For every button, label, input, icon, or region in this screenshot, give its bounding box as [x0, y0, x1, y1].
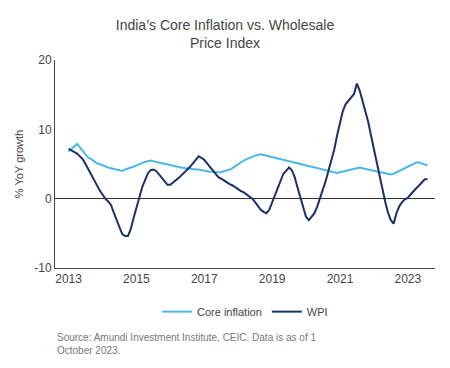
svg-text:2021: 2021 — [327, 272, 354, 286]
svg-text:10: 10 — [38, 123, 52, 137]
svg-text:2023: 2023 — [395, 272, 422, 286]
svg-text:-10: -10 — [34, 261, 52, 275]
svg-text:% YoY growth: % YoY growth — [13, 130, 25, 198]
svg-text:WPI: WPI — [307, 306, 328, 318]
svg-text:2019: 2019 — [259, 272, 286, 286]
svg-text:Source: Amundi Investment Inst: Source: Amundi Investment Institute, CEI… — [57, 332, 316, 356]
svg-text:Core inflation: Core inflation — [197, 306, 262, 318]
svg-text:India’s Core Inflation vs. Who: India’s Core Inflation vs. WholesalePric… — [116, 17, 335, 51]
svg-text:20: 20 — [38, 53, 52, 67]
svg-text:0: 0 — [45, 192, 52, 206]
svg-text:2017: 2017 — [191, 272, 218, 286]
svg-text:2015: 2015 — [123, 272, 150, 286]
svg-text:2013: 2013 — [55, 272, 82, 286]
